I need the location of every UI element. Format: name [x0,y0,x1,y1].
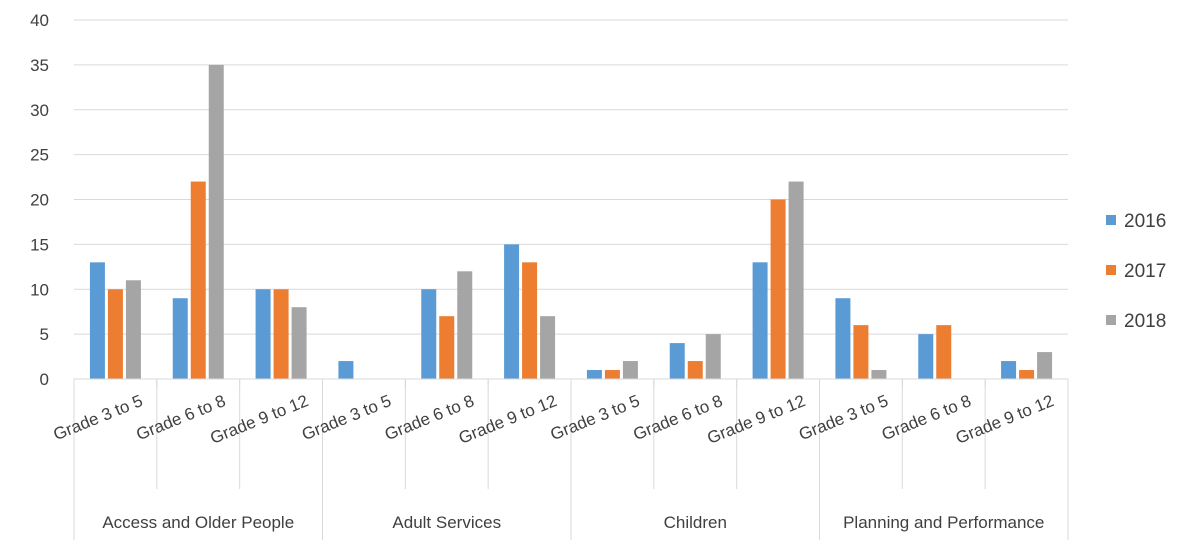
bar [522,262,538,379]
y-tick-label: 10 [30,280,49,299]
group-label: Access and Older People [102,513,294,532]
bar [255,289,271,379]
bar [273,289,289,379]
legend-swatch [1106,215,1116,225]
category-label: Grade 3 to 5 [51,391,146,444]
bar [1001,361,1017,379]
y-tick-label: 40 [30,11,49,30]
legend: 2016 2017 2018 [1106,211,1166,332]
legend-label: 2018 [1124,311,1166,332]
bar [540,316,556,379]
y-tick-label: 0 [40,370,49,389]
bar [107,289,123,379]
legend-label: 2016 [1124,211,1166,232]
y-tick-label: 25 [30,146,49,165]
y-axis-ticks: 0 5 10 15 20 25 30 35 40 [30,11,49,389]
bar [439,316,455,379]
bar [622,361,638,379]
group-label: Adult Services [392,513,501,532]
y-tick-label: 35 [30,56,49,75]
bar [770,199,786,379]
bar [1019,370,1035,379]
bar [936,325,952,379]
bar [190,181,206,379]
y-tick-label: 5 [40,325,49,344]
bar [687,361,703,379]
bar [871,370,887,379]
bar [669,343,685,379]
bar [504,244,520,379]
legend-label: 2017 [1124,261,1166,282]
legend-swatch [1106,315,1116,325]
bar [918,334,934,379]
bar [835,298,851,379]
bar [172,298,188,379]
y-tick-label: 15 [30,235,49,254]
bar [586,370,602,379]
y-tick-label: 20 [30,191,49,210]
category-label: Grade 3 to 5 [796,391,891,444]
bar [291,307,307,379]
x-axis [73,378,1069,540]
legend-swatch [1106,265,1116,275]
bar [421,289,437,379]
bars [89,64,1053,379]
category-label: Grade 3 to 5 [548,391,643,444]
y-tick-label: 30 [30,101,49,120]
gridlines [74,19,1068,380]
bar [125,280,141,379]
bar [853,325,869,379]
bar [1037,352,1053,379]
category-label: Grade 3 to 5 [299,391,394,444]
bar [788,181,804,379]
bar [752,262,768,379]
bar [338,361,354,379]
group-label: Children [664,513,727,532]
bar [89,262,105,379]
bar [457,271,473,379]
group-label: Planning and Performance [843,513,1044,532]
bar [705,334,721,379]
bar [604,370,620,379]
bar [208,64,224,379]
